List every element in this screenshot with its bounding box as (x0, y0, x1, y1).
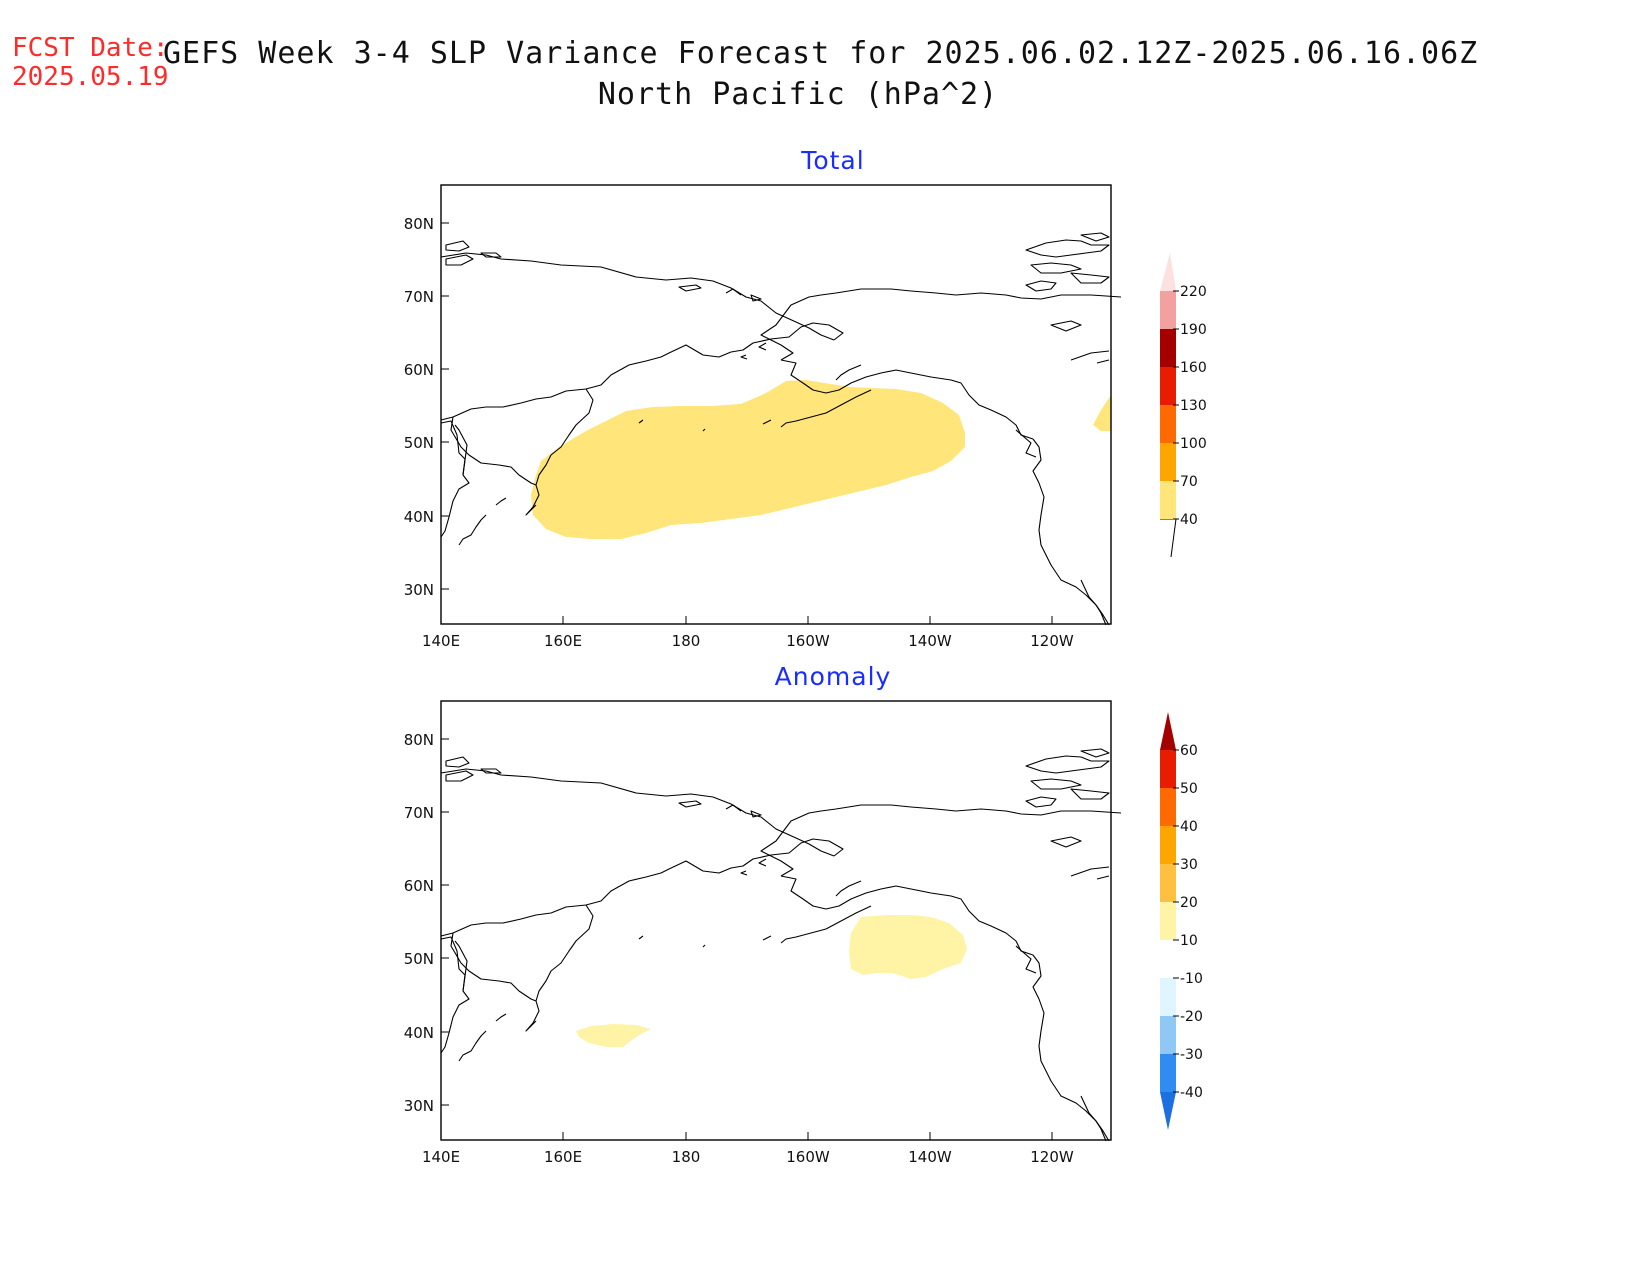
colorbar-label: -30 (1180, 1047, 1203, 1063)
colorbar-label: 20 (1180, 895, 1198, 911)
lat-tick-label: 80N (404, 215, 434, 233)
lat-tick-label: 80N (404, 731, 434, 749)
colorbar-label: 190 (1180, 322, 1207, 338)
lon-tick-label: 120W (1030, 1148, 1074, 1166)
lon-tick-label: 180 (672, 1148, 701, 1166)
colorbar-swatch (1160, 864, 1176, 902)
lat-tick-label: 50N (404, 434, 434, 452)
colorbar-swatch (1160, 329, 1176, 367)
lat-tick-label: 60N (404, 361, 434, 379)
colorbar-swatch (1160, 826, 1176, 864)
variance-area-east (1093, 395, 1111, 431)
anomaly-area-gulf-alaska (849, 915, 967, 979)
colorbar-label: 130 (1180, 398, 1207, 414)
map-frame (440, 700, 1112, 1141)
lon-tick-label: 140E (422, 1148, 460, 1166)
colorbar-label: 40 (1180, 512, 1198, 528)
colorbar-extend-high (1160, 712, 1176, 750)
colorbar-label: 70 (1180, 474, 1198, 490)
fcst-date: 2025.05.19 (12, 62, 169, 92)
panel-title-anomaly: Anomaly (774, 662, 892, 691)
colorbar-label: 10 (1180, 933, 1198, 949)
title-line-2: North Pacific (hPa^2) (597, 77, 999, 112)
colorbar-swatch (1160, 443, 1176, 481)
panel-title-total: Total (801, 146, 865, 175)
lat-tick-label: 40N (404, 1024, 434, 1042)
colorbar-swatch (1160, 902, 1176, 940)
colorbar-extend-low (1160, 1092, 1176, 1130)
colorbar-swatch (1160, 481, 1176, 519)
colorbar-label: -40 (1180, 1085, 1203, 1101)
colorbar-label: 160 (1180, 360, 1207, 376)
map-total (440, 184, 1122, 626)
map-frame (440, 184, 1112, 625)
colorbar-label: 50 (1180, 781, 1198, 797)
lon-tick-label: 160E (544, 632, 582, 650)
lat-tick-label: 30N (404, 1097, 434, 1115)
lat-tick-label: 40N (404, 508, 434, 526)
lon-tick-label: 120W (1030, 632, 1074, 650)
lon-tick-label: 140W (908, 1148, 952, 1166)
lat-tick-label: 70N (404, 804, 434, 822)
colorbar-label: 30 (1180, 857, 1198, 873)
lat-tick-label: 30N (404, 581, 434, 599)
anomaly-area-west (576, 1024, 651, 1047)
colorbar-extend-low (1160, 518, 1177, 558)
axis-ticks-anomaly: 80N 70N 60N 50N 40N 30N 140E 160E 180 160W 140W 120… (404, 731, 1074, 1166)
colorbar-swatch (1160, 1016, 1176, 1054)
lon-tick-label: 160W (786, 1148, 830, 1166)
fcst-label: FCST Date: (12, 33, 169, 63)
colorbar-label: 220 (1180, 284, 1207, 300)
lat-tick-label: 60N (404, 877, 434, 895)
colorbar-swatch (1160, 1054, 1176, 1092)
colorbar-label: -10 (1180, 971, 1203, 987)
colorbar-extend-high (1160, 253, 1176, 291)
colorbar-label: 100 (1180, 436, 1207, 452)
colorbar-swatch (1160, 367, 1176, 405)
forecast-date-label: FCST Date: 2025.05.19 (12, 34, 169, 92)
colorbar-total: 40 70 100 130 160 190 220 (1160, 253, 1207, 558)
colorbar-swatch (1160, 788, 1176, 826)
lon-tick-label: 140E (422, 632, 460, 650)
colorbar-anomaly: -40 -30 -20 -10 10 20 30 40 50 60 (1160, 712, 1203, 1130)
axis-ticks-total: 80N 70N 60N 50N 40N 30N 140E 160E 180 160W 140W 120… (404, 215, 1074, 650)
colorbar-swatch (1160, 978, 1176, 1016)
colorbar-label: 60 (1180, 743, 1198, 759)
colorbar-label: -20 (1180, 1009, 1203, 1025)
colorbar-swatch (1160, 940, 1176, 978)
lon-tick-label: 180 (672, 632, 701, 650)
map-anomaly (440, 700, 1122, 1142)
variance-area-main (531, 380, 965, 539)
colorbar-swatch (1160, 291, 1176, 329)
lon-tick-label: 160E (544, 1148, 582, 1166)
lon-tick-label: 140W (908, 632, 952, 650)
lon-tick-label: 160W (786, 632, 830, 650)
colorbar-label: 40 (1180, 819, 1198, 835)
colorbar-swatch (1160, 405, 1176, 443)
title-line-1: GEFS Week 3-4 SLP Variance Forecast for … (163, 36, 1479, 71)
colorbar-swatch (1160, 750, 1176, 788)
lat-tick-label: 70N (404, 288, 434, 306)
lat-tick-label: 50N (404, 950, 434, 968)
